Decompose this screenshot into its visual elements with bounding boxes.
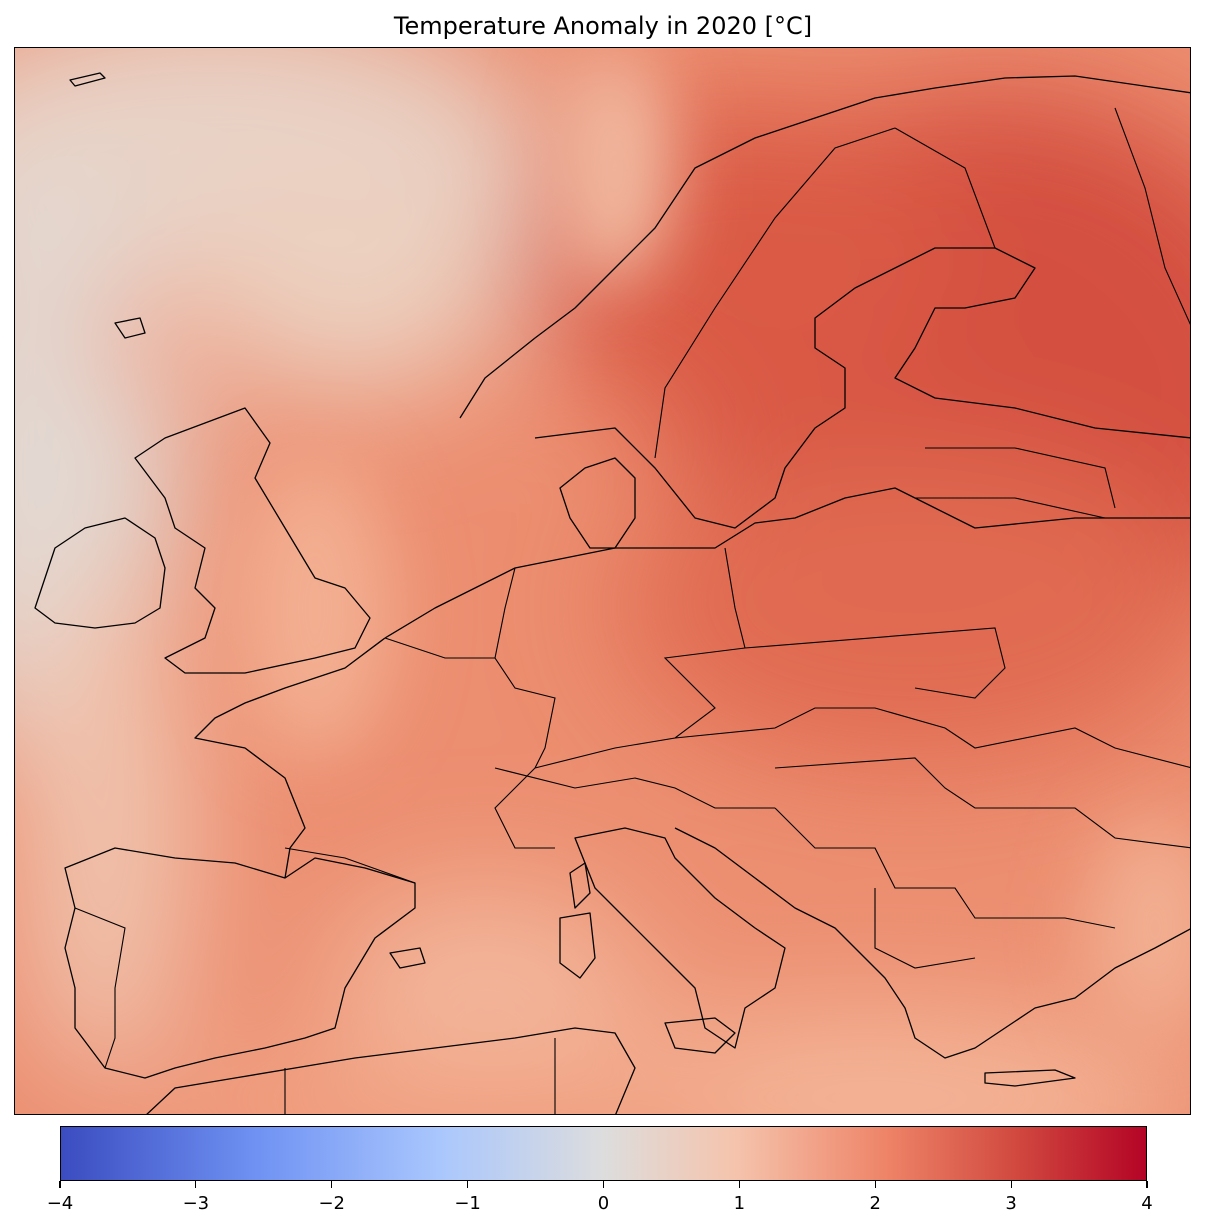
map-title: Temperature Anomaly in 2020 [°C]: [393, 12, 813, 40]
border-norway-sweden: [654, 127, 896, 459]
coastlines: [34, 72, 1190, 1114]
coast-sardinia: [559, 912, 596, 979]
colorbar-tick-label: 1: [733, 1193, 746, 1214]
colorbar-tick-label: −1: [454, 1193, 481, 1214]
border-hungary-romania: [774, 757, 1190, 849]
coast-italy: [574, 827, 786, 1049]
colorbar-tick: [59, 1181, 61, 1188]
border-alps: [494, 767, 775, 809]
anomaly-map: [15, 48, 1190, 1114]
map-panel[interactable]: [14, 47, 1191, 1115]
colorbar-tick: [467, 1181, 469, 1188]
coast-corsica: [569, 862, 591, 909]
border-finland-russia: [1114, 107, 1190, 325]
coast-scandinavia: [459, 75, 1190, 419]
anomaly-field-details: [235, 48, 1190, 1038]
colorbar-tick: [1146, 1181, 1148, 1188]
border-balkans-inner: [774, 807, 1116, 969]
colorbar-tick: [738, 1181, 740, 1188]
coast-great-britain: [134, 407, 371, 674]
colorbar: [60, 1126, 1147, 1181]
coast-faroes: [114, 317, 146, 339]
colorbar-tick: [1010, 1181, 1012, 1188]
border-germany-south: [534, 647, 746, 769]
coast-sweden-finland: [534, 247, 1190, 529]
colorbar-tick-label: −3: [182, 1193, 210, 1214]
border-sweden-finland: [894, 127, 996, 249]
colorbar-tick: [874, 1181, 876, 1188]
border-central-east: [674, 707, 1190, 769]
colorbar-tick-label: 2: [869, 1193, 881, 1214]
borders: [74, 107, 1190, 1114]
colorbar-tick: [331, 1181, 333, 1188]
border-france-spain: [284, 847, 416, 884]
colorbar-tick: [195, 1181, 197, 1188]
border-baltics: [915, 447, 1116, 519]
border-spain-portugal: [74, 907, 126, 1069]
border-france-east: [384, 637, 555, 849]
coast-iberia: [64, 847, 416, 1079]
border-germany-poland: [724, 547, 746, 649]
border-poland-east: [744, 627, 1006, 699]
coast-crete: [984, 1069, 1076, 1087]
coast-iceland-tip: [69, 72, 106, 87]
border-germany-west: [494, 567, 556, 769]
coast-continent-north: [384, 487, 1190, 639]
coast-ireland: [34, 517, 166, 629]
coast-denmark: [559, 457, 636, 549]
colorbar-tick: [602, 1181, 605, 1188]
colorbar-tick-label: −4: [46, 1193, 74, 1214]
coast-balkans: [674, 827, 1190, 1059]
coast-sicily: [664, 1017, 736, 1054]
coast-baleares: [389, 947, 426, 969]
border-north-africa: [284, 1038, 556, 1114]
colorbar-tick-label: 3: [1005, 1193, 1017, 1214]
coast-north-africa: [146, 1027, 636, 1114]
colorbar-tick-label: −2: [318, 1193, 346, 1214]
colorbar-tick-label: 4: [1141, 1193, 1153, 1214]
coast-france: [194, 637, 386, 879]
colorbar-tick-label: 0: [597, 1193, 610, 1214]
